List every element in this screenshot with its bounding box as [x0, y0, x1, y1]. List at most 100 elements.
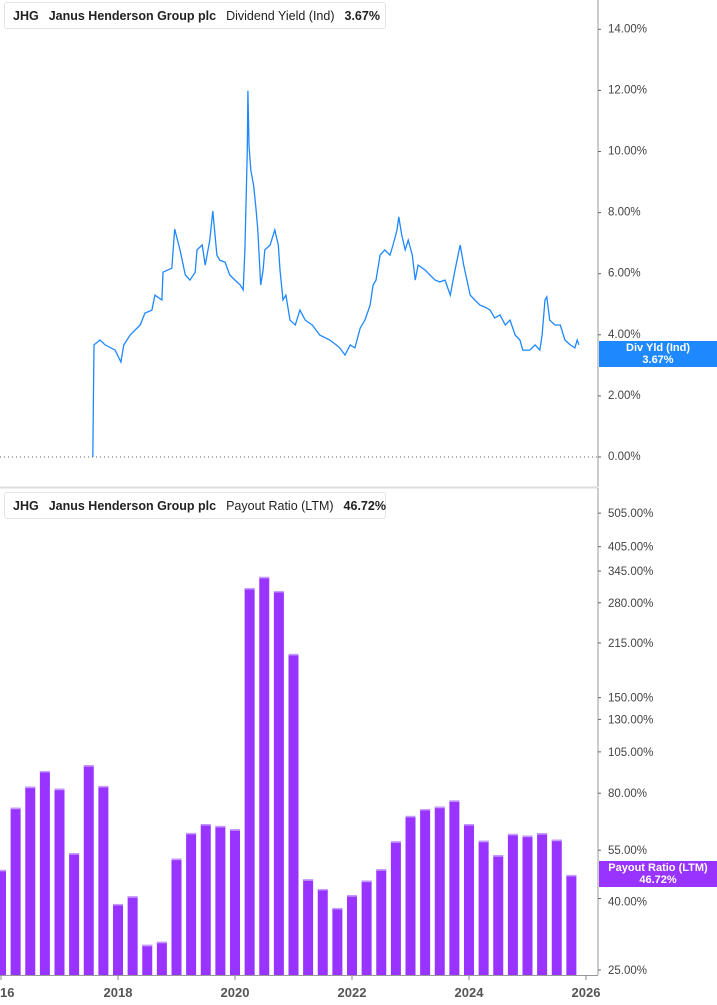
payout-bar-cap [420, 809, 431, 811]
y-tick-label: 25.00% [608, 965, 647, 977]
y-tick-label: 4.00% [608, 329, 641, 341]
badge-value: 46.72% [639, 874, 677, 886]
payout-bar [303, 879, 314, 975]
y-tick-label: 12.00% [608, 84, 647, 96]
metric-value: 3.67% [344, 8, 380, 23]
badge-label: Div Yld (Ind) [626, 342, 690, 354]
y-tick-label: 150.00% [608, 693, 653, 705]
payout-bar-cap [464, 824, 474, 826]
payout-bar-cap [215, 825, 226, 828]
payout-bar-cap [98, 785, 109, 788]
payout-bar [493, 855, 504, 975]
payout-bar [0, 869, 6, 975]
payout-bar [142, 944, 153, 975]
payout-bar-cap [522, 835, 533, 838]
payout-bar [186, 832, 197, 975]
payout-bar-cap [493, 855, 504, 857]
y-tick-label: 14.00% [608, 23, 647, 35]
payout-bar-cap [0, 869, 6, 872]
payout-bar-cap [171, 858, 182, 861]
payout-bar [405, 815, 416, 975]
y-tick-label: 40.00% [608, 897, 647, 909]
payout-bar [98, 785, 109, 975]
payout-bar [288, 653, 299, 975]
payout-bar-cap [142, 944, 153, 947]
payout-bar-cap [361, 880, 372, 883]
payout-bar-cap [317, 888, 328, 891]
yield-last-value-badge: Div Yld (Ind) 3.67% [599, 341, 717, 367]
payout-bar [390, 841, 401, 975]
payout-bar [25, 786, 36, 975]
y-tick-label: 105.00% [608, 747, 653, 759]
x-tick-label: 2026 [572, 985, 601, 1000]
y-tick-label: 55.00% [608, 845, 647, 857]
y-tick-label: 280.00% [608, 598, 653, 610]
payout-bar-cap [244, 587, 255, 590]
payout-bar-cap [376, 869, 387, 871]
payout-bar [449, 800, 460, 975]
payout-bar [156, 941, 167, 975]
payout-bar [434, 806, 445, 975]
metric-name: Dividend Yield (Ind) [226, 8, 335, 23]
payout-bar-cap [551, 839, 562, 842]
metric-value: 46.72% [343, 498, 386, 513]
payout-bar [200, 824, 211, 975]
payout-bar-cap [127, 896, 138, 898]
payout-bar-cap [478, 840, 489, 843]
bottom-chart-legend: JHG Janus Henderson Group plc Payout Rat… [4, 492, 386, 519]
payout-bar [537, 833, 548, 975]
company-name: Janus Henderson Group plc [48, 8, 217, 23]
y-tick-label: 405.00% [608, 542, 653, 554]
ticker: JHG [13, 498, 39, 513]
y-tick-label: 505.00% [608, 508, 653, 520]
y-tick-label: 345.00% [608, 566, 653, 578]
x-tick-label: 2022 [338, 985, 367, 1000]
payout-bar [230, 829, 240, 975]
payout-bar [522, 835, 533, 975]
payout-bar [464, 824, 474, 975]
payout-bar [215, 825, 226, 975]
top-chart-legend: JHG Janus Henderson Group plc Dividend Y… [4, 2, 386, 29]
payout-bar-cap [230, 829, 240, 831]
badge-value: 3.67% [642, 354, 674, 366]
payout-bar-cap [54, 788, 65, 791]
payout-bar-cap [434, 806, 445, 809]
x-tick-label: 2024 [455, 985, 485, 1000]
badge-label: Payout Ratio (LTM) [608, 862, 708, 874]
payout-bar-cap [332, 907, 343, 910]
payout-bar-cap [200, 824, 211, 826]
y-tick-label: 6.00% [608, 268, 641, 280]
payout-last-value-badge: Payout Ratio (LTM) 46.72% [599, 861, 717, 887]
payout-bar [361, 880, 372, 975]
y-tick-label: 80.00% [608, 788, 647, 800]
payout-bar [273, 590, 284, 975]
payout-bar-cap [405, 815, 416, 818]
x-tick-label: 2018 [104, 985, 133, 1000]
payout-bar-cap [303, 879, 314, 881]
payout-bar [127, 896, 138, 975]
payout-bar [478, 840, 489, 975]
payout-bar [347, 895, 357, 975]
payout-bar [54, 788, 65, 975]
payout-bar [244, 587, 255, 975]
payout-bar-cap [390, 841, 401, 843]
y-tick-label: 215.00% [608, 638, 653, 650]
ticker: JHG [13, 8, 39, 23]
payout-bar [10, 807, 21, 975]
payout-bar-cap [25, 786, 36, 789]
payout-bar [171, 858, 182, 975]
payout-bar-cap [566, 874, 577, 877]
payout-bar [69, 853, 80, 975]
payout-bar-cap [156, 941, 167, 944]
payout-bar-cap [273, 590, 284, 593]
payout-bar-cap [83, 765, 94, 767]
payout-bar-cap [186, 832, 197, 835]
payout-bar [113, 903, 123, 975]
payout-bar-cap [69, 853, 80, 855]
x-tick-label: 2020 [221, 985, 250, 1000]
payout-bar-cap [259, 576, 270, 579]
payout-bar [39, 770, 50, 975]
y-tick-label: 10.00% [608, 146, 647, 158]
y-tick-label: 2.00% [608, 390, 641, 402]
